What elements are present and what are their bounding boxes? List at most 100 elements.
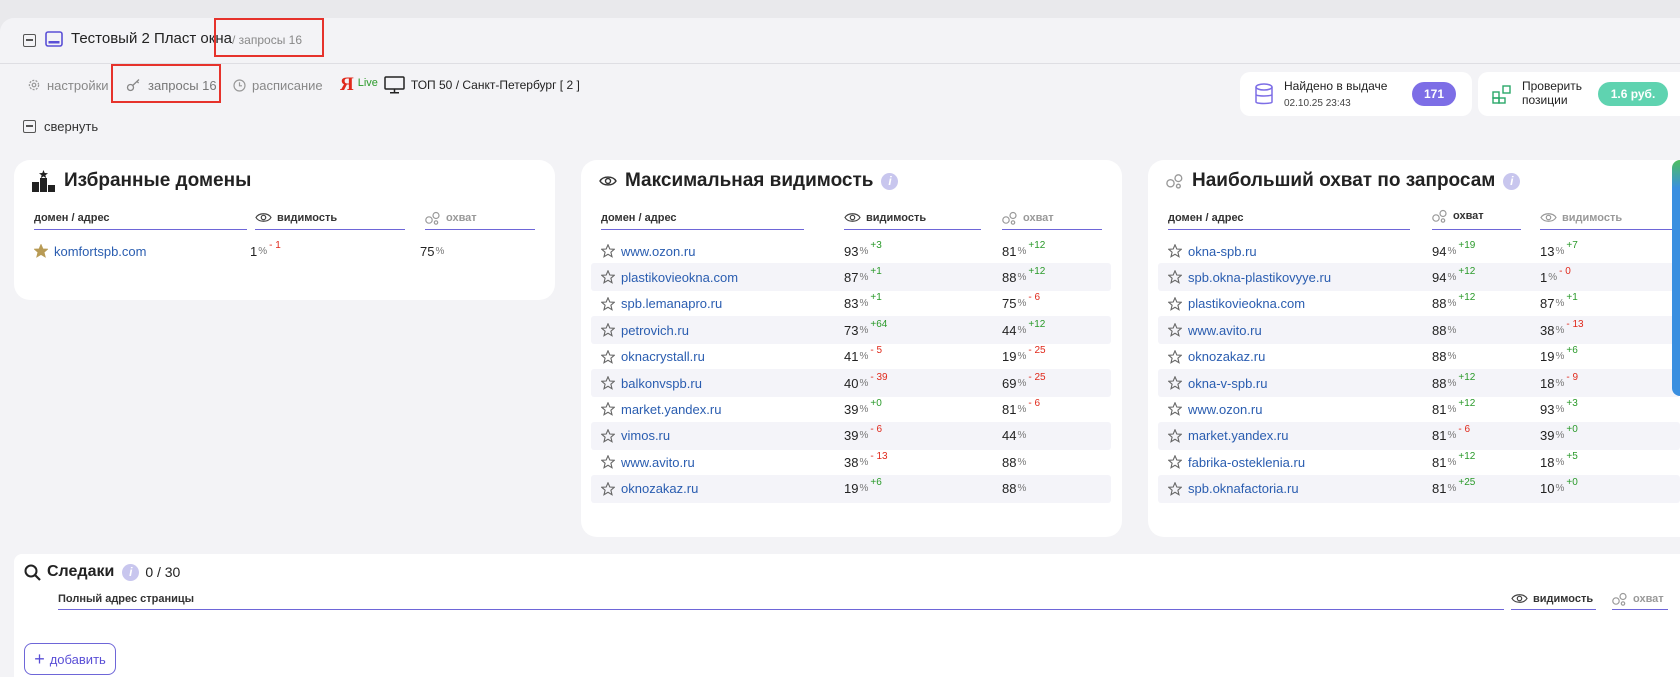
unit-label: % bbox=[1555, 483, 1565, 495]
star-icon[interactable] bbox=[1168, 349, 1182, 364]
metric-cell: 39% +0 bbox=[844, 395, 882, 423]
unit-label: % bbox=[1017, 298, 1027, 310]
collapse-label[interactable]: свернуть bbox=[44, 119, 99, 134]
max-coverage-col-coverage[interactable]: охват bbox=[1432, 202, 1521, 230]
search-engine-selector[interactable]: Я Live ТОП 50 / Санкт-Петербург [ 2 ] bbox=[340, 74, 580, 95]
star-icon[interactable] bbox=[601, 428, 615, 443]
table-row[interactable]: spb.okna-plastikovyye.ru 94% +12 1% - 0 bbox=[1158, 263, 1680, 292]
table-row[interactable]: www.ozon.ru 93% +3 81% +12 bbox=[591, 237, 1111, 265]
table-row[interactable]: market.yandex.ru 81% - 6 39% +0 bbox=[1158, 421, 1680, 450]
max-visibility-col-coverage[interactable]: охват bbox=[1002, 206, 1102, 230]
tracking-col-visibility[interactable]: видимость bbox=[1511, 588, 1596, 610]
star-icon[interactable] bbox=[601, 402, 615, 417]
star-icon[interactable] bbox=[1168, 376, 1182, 390]
domain-link[interactable]: okna-spb.ru bbox=[1188, 243, 1257, 259]
table-row[interactable]: fabrika-osteklenia.ru 81% +12 18% +5 bbox=[1158, 448, 1680, 476]
table-row[interactable]: komfortspb.com 1% - 1 75% bbox=[24, 237, 535, 265]
star-icon[interactable] bbox=[1168, 244, 1182, 258]
domain-link[interactable]: www.ozon.ru bbox=[621, 243, 696, 259]
table-row[interactable]: okna-v-spb.ru 88% +12 18% - 9 bbox=[1158, 369, 1680, 397]
star-icon[interactable] bbox=[601, 455, 615, 470]
star-icon[interactable] bbox=[1168, 402, 1182, 417]
collapse-all-button[interactable] bbox=[23, 120, 36, 133]
star-icon[interactable] bbox=[601, 323, 615, 338]
domain-link[interactable]: okna-v-spb.ru bbox=[1188, 375, 1268, 391]
domain-link[interactable]: vimos.ru bbox=[621, 428, 671, 444]
favorites-col-domain[interactable]: домен / адрес bbox=[34, 206, 247, 230]
table-row[interactable]: www.avito.ru 88% 38% - 13 bbox=[1158, 316, 1680, 345]
breadcrumb[interactable]: / запросы 16 bbox=[232, 33, 302, 47]
side-scroll-indicator[interactable] bbox=[1672, 160, 1680, 396]
star-icon[interactable] bbox=[601, 481, 615, 496]
table-row[interactable]: spb.lemanapro.ru 83% +1 75% - 6 bbox=[591, 290, 1111, 318]
found-date: 02.10.25 23:43 bbox=[1284, 98, 1351, 109]
unit-label: % bbox=[1555, 456, 1565, 468]
check-label: Проверить позиции bbox=[1522, 79, 1582, 107]
check-positions-card[interactable]: Проверить позиции 1.6 руб. bbox=[1478, 72, 1680, 116]
domain-link[interactable]: oknacrystall.ru bbox=[621, 349, 705, 365]
tab-queries[interactable]: запросы 16 bbox=[126, 76, 217, 94]
table-row[interactable]: oknozakaz.ru 19% +6 88% bbox=[591, 474, 1111, 503]
domain-link[interactable]: spb.okna-plastikovyye.ru bbox=[1188, 269, 1332, 285]
domain-link[interactable]: market.yandex.ru bbox=[621, 401, 722, 417]
domain-link[interactable]: spb.oknafactoria.ru bbox=[1188, 481, 1299, 497]
star-icon[interactable] bbox=[601, 296, 615, 311]
info-icon[interactable]: i bbox=[122, 563, 140, 581]
table-row[interactable]: www.ozon.ru 81% +12 93% +3 bbox=[1158, 395, 1680, 423]
domain-cell: spb.oknafactoria.ru bbox=[1168, 475, 1299, 503]
price-badge[interactable]: 1.6 руб. bbox=[1598, 82, 1668, 106]
table-row[interactable]: spb.oknafactoria.ru 81% +25 10% +0 bbox=[1158, 474, 1680, 503]
favorites-col-visibility[interactable]: видимость bbox=[255, 206, 405, 230]
domain-link[interactable]: spb.lemanapro.ru bbox=[621, 296, 723, 312]
table-row[interactable]: okna-spb.ru 94% +19 13% +7 bbox=[1158, 237, 1680, 265]
table-row[interactable]: petrovich.ru 73% +64 44% +12 bbox=[591, 316, 1111, 345]
domain-link[interactable]: www.avito.ru bbox=[621, 454, 695, 470]
domain-link[interactable]: plastikovieokna.com bbox=[621, 269, 739, 285]
table-row[interactable]: balkonvspb.ru 40% - 39 69% - 25 bbox=[591, 369, 1111, 397]
collapse-project-button[interactable] bbox=[23, 34, 36, 47]
table-row[interactable]: plastikovieokna.com 87% +1 88% +12 bbox=[591, 263, 1111, 292]
domain-link[interactable]: www.ozon.ru bbox=[1188, 401, 1263, 417]
star-icon[interactable] bbox=[601, 376, 615, 390]
star-icon[interactable] bbox=[1168, 296, 1182, 311]
max-visibility-col-visibility[interactable]: видимость bbox=[844, 206, 981, 230]
add-button-label: добавить bbox=[49, 651, 106, 667]
max-coverage-col-visibility[interactable]: видимость bbox=[1540, 206, 1680, 230]
table-row[interactable]: market.yandex.ru 39% +0 81% - 6 bbox=[591, 395, 1111, 423]
unit-label: % bbox=[1555, 403, 1565, 415]
tracking-col-coverage[interactable]: охват bbox=[1612, 588, 1668, 610]
tab-schedule[interactable]: расписание bbox=[233, 76, 323, 94]
domain-link[interactable]: oknozakaz.ru bbox=[1188, 349, 1266, 365]
domain-link[interactable]: oknozakaz.ru bbox=[621, 481, 699, 497]
star-icon[interactable] bbox=[1168, 428, 1182, 443]
table-row[interactable]: www.avito.ru 38% - 13 88% bbox=[591, 448, 1111, 476]
star-icon[interactable] bbox=[1168, 323, 1182, 338]
domain-link[interactable]: market.yandex.ru bbox=[1188, 428, 1289, 444]
table-row[interactable]: vimos.ru 39% - 6 44% bbox=[591, 421, 1111, 450]
add-button[interactable]: + добавить bbox=[24, 643, 116, 675]
max-coverage-col-domain[interactable]: домен / адрес bbox=[1168, 206, 1410, 230]
info-icon[interactable]: i bbox=[881, 172, 899, 190]
favorites-col-coverage[interactable]: охват bbox=[425, 206, 535, 230]
domain-link[interactable]: plastikovieokna.com bbox=[1188, 296, 1306, 312]
domain-link[interactable]: www.avito.ru bbox=[1188, 322, 1262, 338]
unit-label: % bbox=[1447, 245, 1457, 257]
star-icon[interactable] bbox=[1168, 481, 1182, 496]
table-row[interactable]: plastikovieokna.com 88% +12 87% +1 bbox=[1158, 290, 1680, 318]
star-filled-icon[interactable] bbox=[34, 244, 48, 258]
domain-link[interactable]: fabrika-osteklenia.ru bbox=[1188, 454, 1306, 470]
table-row[interactable]: oknozakaz.ru 88% 19% +6 bbox=[1158, 343, 1680, 371]
star-icon[interactable] bbox=[1168, 270, 1182, 285]
star-icon[interactable] bbox=[1168, 455, 1182, 470]
domain-link[interactable]: komfortspb.com bbox=[54, 243, 147, 259]
star-icon[interactable] bbox=[601, 244, 615, 258]
star-icon[interactable] bbox=[601, 270, 615, 285]
table-row[interactable]: oknacrystall.ru 41% - 5 19% - 25 bbox=[591, 343, 1111, 371]
star-icon[interactable] bbox=[601, 349, 615, 364]
tab-settings[interactable]: настройки bbox=[27, 76, 109, 94]
max-visibility-col-domain[interactable]: домен / адрес bbox=[601, 206, 804, 230]
domain-link[interactable]: petrovich.ru bbox=[621, 322, 689, 338]
tracking-col-url[interactable]: Полный адрес страницы bbox=[58, 588, 1504, 610]
info-icon[interactable]: i bbox=[1503, 172, 1521, 190]
domain-link[interactable]: balkonvspb.ru bbox=[621, 375, 702, 391]
